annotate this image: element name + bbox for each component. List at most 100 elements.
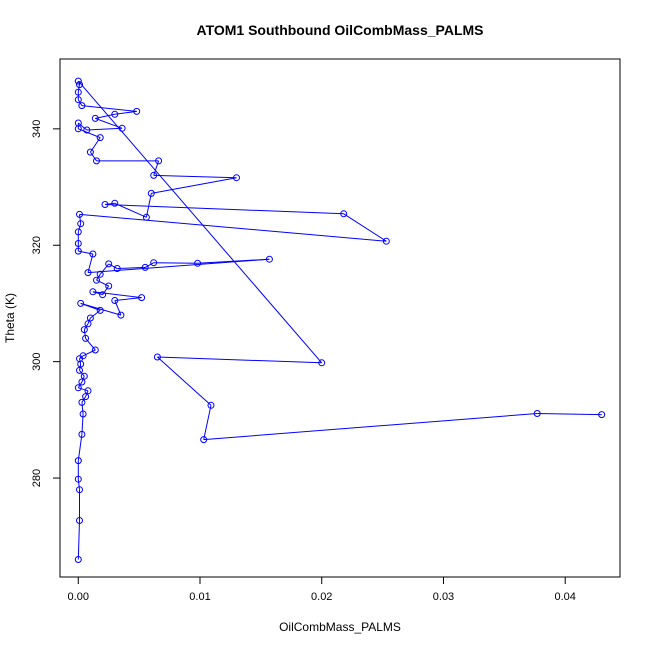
- data-point: [96, 306, 104, 314]
- series-line-segment: [90, 310, 101, 319]
- data-point: [74, 88, 82, 96]
- series-line-segment: [99, 263, 110, 275]
- data-point: [86, 314, 94, 322]
- data-point: [76, 517, 83, 524]
- data-point: [93, 276, 100, 284]
- plot-frame: [59, 58, 621, 578]
- x-tick-label: 0.02: [311, 591, 332, 603]
- series-line-segment: [157, 356, 322, 364]
- series-line-segment: [77, 122, 88, 131]
- data-point: [77, 299, 85, 307]
- series-line-segment: [153, 262, 198, 264]
- series-line-segment: [77, 479, 80, 490]
- x-tick-label: 0.01: [189, 591, 210, 603]
- data-point: [142, 213, 150, 221]
- data-point: [318, 359, 326, 367]
- series-line-segment: [80, 302, 122, 316]
- series-line-segment: [78, 128, 101, 139]
- data-point: [117, 311, 125, 319]
- series-line-segment: [153, 160, 160, 176]
- series-line-segment: [102, 285, 110, 295]
- data-point: [84, 269, 92, 277]
- data-point: [76, 210, 83, 218]
- data-point: [80, 326, 88, 334]
- series-line-segment: [114, 202, 147, 218]
- data-point: [118, 124, 126, 132]
- x-tick-label: 0.03: [433, 591, 454, 603]
- series-line-segment: [77, 223, 82, 233]
- series-line-segment: [96, 279, 109, 287]
- y-axis-label: Theta (K): [3, 293, 17, 343]
- series-line-segment: [85, 338, 96, 351]
- data-point: [78, 102, 86, 110]
- data-point: [382, 237, 390, 245]
- series-line-segment: [144, 262, 154, 268]
- data-point: [101, 201, 109, 208]
- data-point: [77, 360, 85, 368]
- series-line-segment: [343, 213, 387, 242]
- x-axis: 0.00 0.01 0.02 0.03 0.04: [68, 576, 576, 603]
- data-point: [155, 157, 163, 165]
- x-tick-label: 0.04: [555, 591, 576, 603]
- data-point: [77, 220, 85, 228]
- data-point: [78, 398, 86, 406]
- data-point: [86, 148, 94, 156]
- data-point: [111, 297, 119, 304]
- data-point: [105, 282, 113, 290]
- data-point: [133, 107, 141, 115]
- series-line-segment: [87, 258, 270, 274]
- data-point: [533, 410, 541, 417]
- data-point: [79, 410, 87, 418]
- series-line-segment: [82, 349, 96, 357]
- data-point: [74, 228, 82, 236]
- series-line-segment: [81, 402, 84, 415]
- series-line-segment: [89, 151, 97, 162]
- data-point: [265, 255, 273, 263]
- series-line-segment: [203, 413, 538, 441]
- series-lines: [77, 80, 602, 560]
- series-line-segment: [151, 177, 237, 194]
- series-line-segment: [145, 193, 152, 218]
- series-line-segment: [92, 291, 103, 296]
- series-line-segment: [108, 263, 118, 269]
- data-point: [80, 372, 88, 380]
- data-point: [153, 353, 161, 361]
- data-point: [84, 387, 92, 395]
- series-line-segment: [117, 266, 146, 269]
- chart-title: ATOM1 Southbound OilCombMass_PALMS: [197, 22, 484, 38]
- x-tick-label: 0.00: [68, 591, 89, 603]
- series-line-segment: [92, 291, 142, 299]
- series-line-segment: [79, 370, 85, 377]
- data-point: [105, 260, 113, 268]
- series-line-segment: [77, 80, 323, 364]
- data-point: [340, 210, 348, 218]
- series-line-segment: [78, 250, 93, 255]
- series-line-segment: [157, 356, 212, 406]
- data-point: [141, 263, 149, 271]
- data-point: [83, 126, 91, 134]
- data-point: [74, 119, 82, 127]
- data-point: [91, 114, 99, 122]
- data-point: [150, 259, 158, 267]
- series-line-segment: [114, 297, 142, 301]
- data-point: [74, 96, 82, 104]
- data-point: [74, 457, 82, 465]
- data-point: [111, 199, 119, 207]
- data-point: [93, 157, 100, 165]
- series-line-segment: [81, 105, 137, 112]
- data-point: [78, 430, 86, 438]
- data-point: [89, 288, 97, 296]
- data-point: [74, 77, 82, 85]
- data-point: [84, 320, 92, 328]
- data-point: [74, 240, 82, 247]
- y-tick-label: 320: [31, 236, 43, 254]
- series-line-segment: [83, 329, 87, 339]
- series-line-segment: [77, 434, 83, 461]
- data-point: [74, 475, 82, 483]
- series-points: [74, 77, 606, 563]
- data-point: [96, 134, 104, 142]
- data-point: [111, 110, 119, 118]
- data-point: [150, 171, 158, 179]
- y-tick-label: 280: [31, 469, 43, 487]
